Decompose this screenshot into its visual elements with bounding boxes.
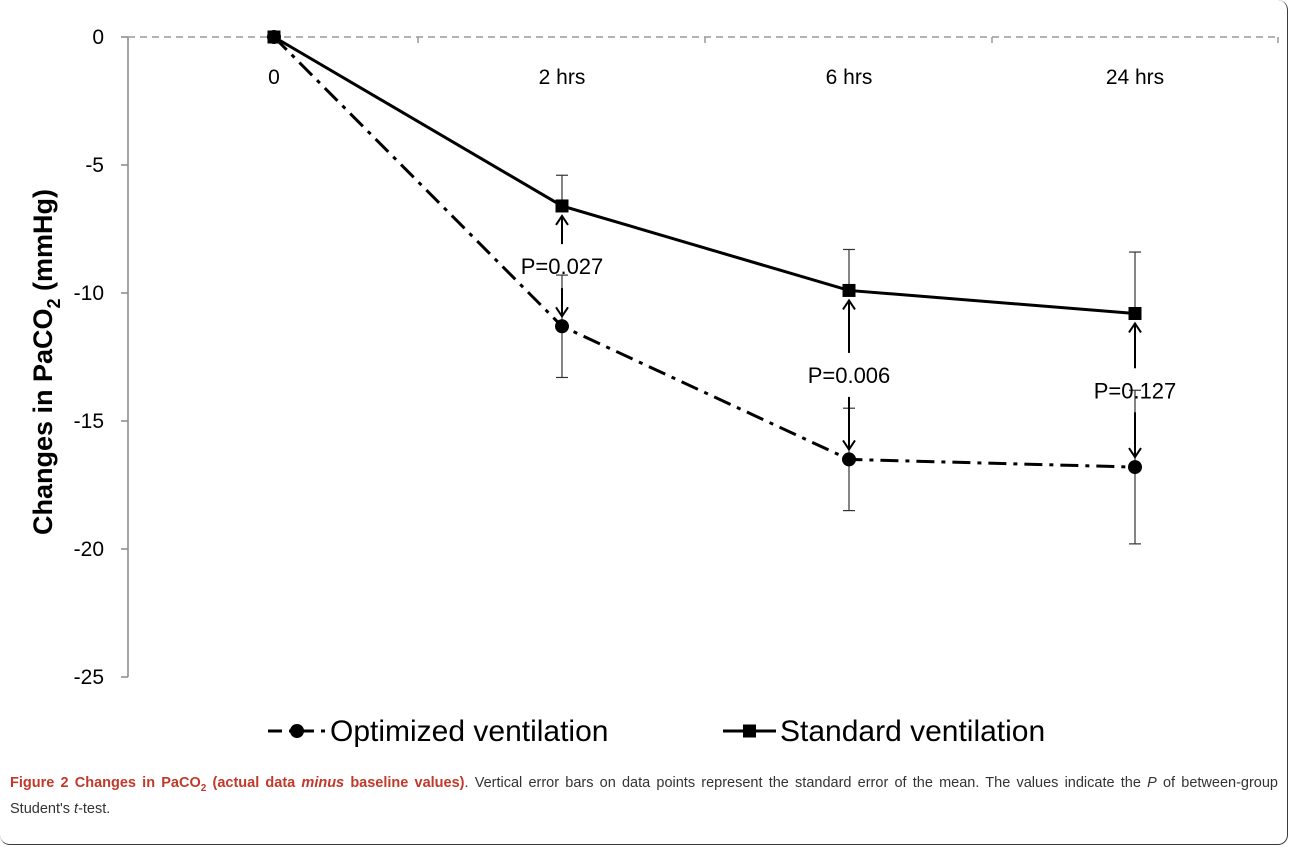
legend-label: Optimized ventilation (330, 715, 608, 748)
x-tick-label: 24 hrs (1106, 66, 1164, 89)
line-chart: 0 -5 -10 -15 -20 -25 0 2 hrs 6 hrs 24 hrs P=0.02… (28, 26, 1279, 748)
y-tick-label: -5 (85, 154, 104, 177)
data-point-circle (842, 452, 856, 467)
annotations: P=0.027 P=0.006 P=0.127 (521, 214, 1177, 459)
data-point-square (555, 199, 569, 213)
legend-item-optimized: Optimized ventilation (268, 715, 608, 748)
caption-title: Figure 2 Changes in PaCO2 (actual data m… (10, 775, 465, 794)
y-tick-label: -10 (74, 282, 104, 305)
p-value-annotation: P=0.027 (521, 214, 604, 319)
arrow-up-head (1128, 321, 1142, 334)
y-tick-label: -15 (74, 410, 104, 433)
data-point-square (267, 30, 281, 44)
axes (127, 36, 1279, 677)
legend-item-standard: Standard ventilation (723, 715, 1045, 748)
p-value-label: P=0.127 (1094, 378, 1177, 403)
x-tick-label: 6 hrs (826, 66, 873, 89)
y-axis-label: Changes in PaCO2 (mmHg) (28, 189, 64, 535)
legend-label: Standard ventilation (780, 715, 1045, 748)
data-point-circle (1128, 460, 1142, 475)
y-tick-label: 0 (92, 26, 104, 49)
legend: Optimized ventilation Standard ventilatio… (268, 715, 1045, 748)
legend-marker-circle (290, 724, 304, 738)
data-point-square (1128, 306, 1142, 320)
series-standard (267, 30, 1142, 320)
data-point-circle (555, 319, 569, 334)
legend-marker-square (743, 724, 756, 738)
y-tick-label: -20 (74, 538, 104, 561)
series-optimized (267, 30, 1142, 545)
series-layer (267, 30, 1142, 545)
x-tick-label: 0 (268, 66, 280, 89)
arrow-down-head (1128, 447, 1142, 459)
x-tick-labels: 0 2 hrs 6 hrs 24 hrs (268, 66, 1164, 89)
y-tick-label: -25 (74, 666, 104, 689)
figure-caption: Figure 2 Changes in PaCO2 (actual data m… (10, 775, 1278, 817)
series-line (273, 35, 1136, 315)
arrow-up-head (842, 298, 856, 310)
arrow-down-head (842, 439, 856, 452)
p-value-label: P=0.027 (521, 254, 604, 279)
p-value-label: P=0.006 (808, 363, 891, 388)
p-value-annotation: P=0.006 (808, 298, 891, 452)
arrow-up-head (555, 214, 569, 226)
series-line (272, 35, 1136, 469)
x-tick-label: 2 hrs (539, 66, 586, 89)
data-point-square (842, 283, 856, 297)
arrow-down-head (555, 306, 569, 319)
y-ticks: 0 -5 -10 -15 -20 -25 (74, 26, 128, 689)
p-value-annotation: P=0.127 (1094, 321, 1177, 459)
